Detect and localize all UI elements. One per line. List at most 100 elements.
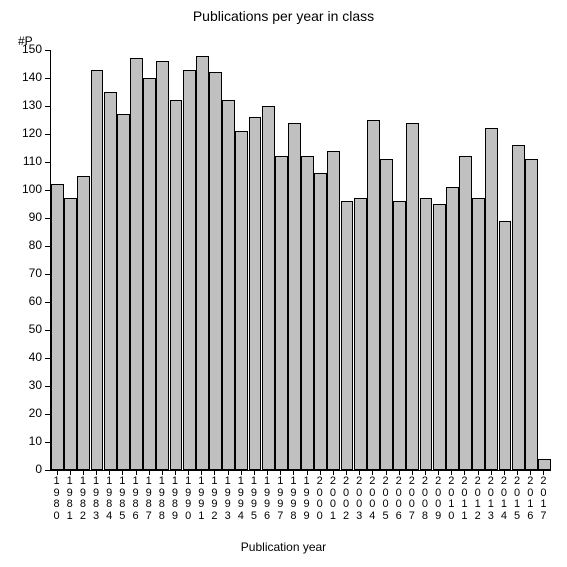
bar bbox=[117, 114, 130, 470]
x-tick-label: 2012 bbox=[471, 476, 484, 522]
bar bbox=[499, 221, 512, 470]
x-tick-label: 2013 bbox=[484, 476, 497, 522]
y-tick-label: 110 bbox=[0, 154, 42, 168]
x-tick-label: 1995 bbox=[247, 476, 260, 522]
y-tick-mark bbox=[45, 190, 50, 191]
x-tick-label: 1986 bbox=[129, 476, 142, 522]
y-tick-mark bbox=[45, 330, 50, 331]
y-tick-label: 120 bbox=[0, 126, 42, 140]
y-tick-mark bbox=[45, 218, 50, 219]
y-tick-label: 80 bbox=[0, 238, 42, 252]
bar bbox=[262, 106, 275, 470]
x-tick-label: 2011 bbox=[458, 476, 471, 522]
x-tick-label: 2004 bbox=[366, 476, 379, 522]
x-tick-label: 2000 bbox=[313, 476, 326, 522]
x-tick-label: 2005 bbox=[379, 476, 392, 522]
bar bbox=[406, 123, 419, 470]
bar bbox=[380, 159, 393, 470]
x-tick-label: 1993 bbox=[221, 476, 234, 522]
y-tick-label: 90 bbox=[0, 210, 42, 224]
bar bbox=[512, 145, 525, 470]
y-tick-mark bbox=[45, 302, 50, 303]
bar bbox=[420, 198, 433, 470]
y-tick-label: 40 bbox=[0, 350, 42, 364]
y-tick-label: 50 bbox=[0, 322, 42, 336]
bar bbox=[249, 117, 262, 470]
bar bbox=[235, 131, 248, 470]
x-tick-label: 2009 bbox=[432, 476, 445, 522]
plot-area bbox=[50, 50, 551, 471]
bar bbox=[130, 58, 143, 470]
y-tick-label: 150 bbox=[0, 42, 42, 56]
x-tick-label: 1989 bbox=[168, 476, 181, 522]
x-tick-label: 1990 bbox=[182, 476, 195, 522]
bar bbox=[301, 156, 314, 470]
bar bbox=[485, 128, 498, 470]
y-tick-label: 10 bbox=[0, 434, 42, 448]
x-tick-label: 1996 bbox=[261, 476, 274, 522]
chart-title: Publications per year in class bbox=[0, 8, 567, 24]
x-tick-label: 1985 bbox=[116, 476, 129, 522]
x-tick-label: 1981 bbox=[63, 476, 76, 522]
bar bbox=[459, 156, 472, 470]
bar bbox=[472, 198, 485, 470]
bar bbox=[156, 61, 169, 470]
x-tick-label: 1992 bbox=[208, 476, 221, 522]
x-tick-label: 2003 bbox=[353, 476, 366, 522]
x-tick-label: 2016 bbox=[524, 476, 537, 522]
bar bbox=[433, 204, 446, 470]
bar bbox=[367, 120, 380, 470]
bar bbox=[209, 72, 222, 470]
y-tick-label: 20 bbox=[0, 406, 42, 420]
y-tick-mark bbox=[45, 106, 50, 107]
y-tick-mark bbox=[45, 134, 50, 135]
x-axis-label: Publication year bbox=[0, 540, 567, 554]
y-tick-mark bbox=[45, 470, 50, 471]
bar bbox=[446, 187, 459, 470]
x-tick-label: 2008 bbox=[418, 476, 431, 522]
x-tick-label: 1988 bbox=[155, 476, 168, 522]
y-tick-label: 140 bbox=[0, 70, 42, 84]
x-tick-label: 2010 bbox=[445, 476, 458, 522]
bar bbox=[314, 173, 327, 470]
y-tick-mark bbox=[45, 386, 50, 387]
bar bbox=[77, 176, 90, 470]
x-tick-label: 2006 bbox=[392, 476, 405, 522]
bar bbox=[354, 198, 367, 470]
bar bbox=[275, 156, 288, 470]
x-tick-label: 1983 bbox=[89, 476, 102, 522]
y-tick-label: 30 bbox=[0, 378, 42, 392]
bar bbox=[288, 123, 301, 470]
y-tick-mark bbox=[45, 162, 50, 163]
bar bbox=[341, 201, 354, 470]
x-tick-label: 1980 bbox=[50, 476, 63, 522]
x-tick-label: 2001 bbox=[326, 476, 339, 522]
x-tick-label: 2017 bbox=[537, 476, 550, 522]
x-tick-label: 1997 bbox=[274, 476, 287, 522]
y-tick-mark bbox=[45, 442, 50, 443]
x-tick-label: 2014 bbox=[497, 476, 510, 522]
x-tick-label: 1982 bbox=[76, 476, 89, 522]
bar bbox=[51, 184, 64, 470]
bar bbox=[104, 92, 117, 470]
x-tick-label: 1994 bbox=[234, 476, 247, 522]
bar bbox=[64, 198, 77, 470]
y-tick-mark bbox=[45, 78, 50, 79]
bar bbox=[143, 78, 156, 470]
x-tick-label: 1991 bbox=[195, 476, 208, 522]
bar bbox=[525, 159, 538, 470]
x-tick-label: 2002 bbox=[339, 476, 352, 522]
bar bbox=[91, 70, 104, 470]
bar bbox=[393, 201, 406, 470]
y-tick-mark bbox=[45, 274, 50, 275]
y-tick-mark bbox=[45, 50, 50, 51]
y-tick-label: 70 bbox=[0, 266, 42, 280]
bar bbox=[538, 459, 551, 470]
y-tick-label: 130 bbox=[0, 98, 42, 112]
bar bbox=[170, 100, 183, 470]
y-tick-mark bbox=[45, 246, 50, 247]
bar bbox=[222, 100, 235, 470]
y-tick-label: 60 bbox=[0, 294, 42, 308]
x-tick-label: 2007 bbox=[405, 476, 418, 522]
y-tick-mark bbox=[45, 414, 50, 415]
